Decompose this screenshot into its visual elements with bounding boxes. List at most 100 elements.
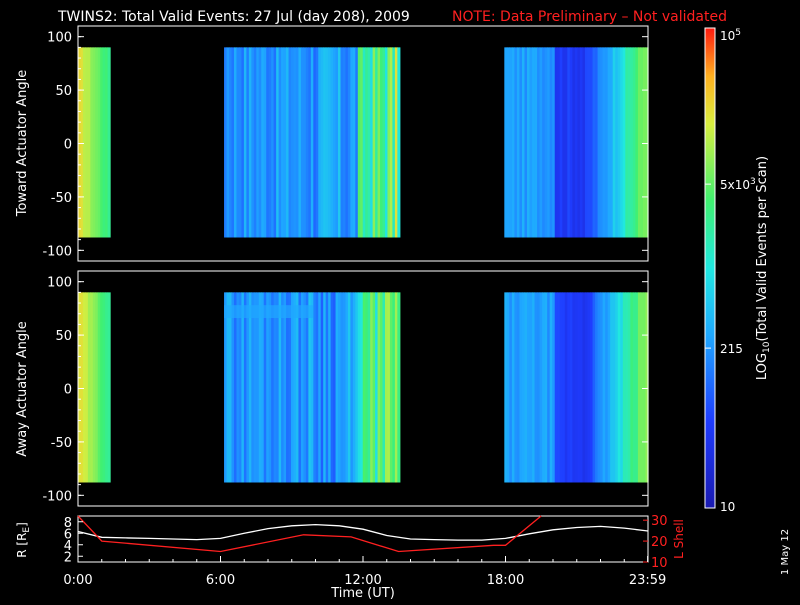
heatmap-column <box>387 292 391 483</box>
heatmap-column <box>253 47 257 238</box>
heatmap-column <box>100 292 104 483</box>
heatmap-column <box>387 47 391 238</box>
heatmap-column <box>615 47 619 238</box>
lshell-series-line <box>77 515 542 553</box>
radius-tick-label: 2 <box>64 550 72 565</box>
heatmap-column <box>276 292 280 483</box>
heatmap-column <box>587 47 591 238</box>
colorbar-label: LOG10(Total Valid Events per Scan) <box>755 156 772 380</box>
colorbar-tick-label: 215 <box>720 342 743 356</box>
heatmap-column <box>330 47 334 238</box>
heatmap-column <box>610 292 614 483</box>
heatmap-column <box>574 292 579 483</box>
heatmap-column <box>300 47 305 238</box>
heatmap-column <box>509 292 513 483</box>
heatmap-column <box>310 47 314 238</box>
heatmap-column <box>582 47 586 238</box>
heatmap-column <box>256 292 260 483</box>
heatmap-column <box>590 292 594 483</box>
heatmap-column <box>276 47 280 238</box>
heatmap-column <box>394 47 398 238</box>
heatmap-column <box>350 47 354 238</box>
heatmap-column <box>248 47 252 238</box>
heatmap-column <box>559 292 563 483</box>
heatmap-column <box>506 47 510 238</box>
heatmap-column <box>539 292 543 483</box>
heatmap-column <box>557 292 561 483</box>
heatmap-column <box>241 47 245 238</box>
heatmap-column <box>392 47 396 238</box>
time-tick-label: 23:59 <box>629 573 666 588</box>
heatmap-column <box>107 292 111 483</box>
heatmap-column <box>357 47 361 238</box>
heatmap-column <box>263 47 267 238</box>
heatmap-column <box>547 47 551 238</box>
heatmap-column <box>549 292 553 483</box>
heatmap-column <box>291 292 295 483</box>
heatmap-column <box>637 47 642 238</box>
heatmap-column <box>632 292 636 483</box>
radius-tick-label: 6 <box>64 527 72 542</box>
heatmap-column <box>305 292 309 483</box>
time-tick-label: 6:00 <box>206 573 235 588</box>
heatmap-column <box>92 47 96 238</box>
heatmap-column <box>569 47 573 238</box>
heatmap-column <box>313 292 317 483</box>
heatmap-column <box>97 47 101 238</box>
heatmap-column <box>597 292 601 483</box>
heatmap-column <box>384 47 389 238</box>
heatmap-column <box>105 292 109 483</box>
heatmap-column <box>519 47 523 238</box>
radius-axis-label: R [RE] <box>15 522 32 558</box>
ytick-label: -50 <box>51 191 72 206</box>
heatmap-column <box>102 292 106 483</box>
heatmap-column <box>333 292 337 483</box>
heatmap-column <box>509 47 513 238</box>
heatmap-column <box>90 292 94 483</box>
heatmap-column <box>534 47 538 238</box>
heatmap-column <box>231 47 235 238</box>
heatmap-column <box>559 47 563 238</box>
heatmap-column <box>584 47 589 238</box>
heatmap-column <box>238 47 243 238</box>
heatmap-column <box>323 292 327 483</box>
chart-title: TWINS2: Total Valid Events: 27 Jul (day … <box>57 9 410 25</box>
heatmap-column <box>283 292 287 483</box>
heatmap-column <box>605 292 609 483</box>
heatmap-column <box>511 47 515 238</box>
heatmap-column <box>340 292 344 483</box>
heatmap-column <box>251 292 255 483</box>
heatmap-column <box>350 292 354 483</box>
heatmap-column <box>241 292 245 483</box>
heatmap-column <box>567 47 571 238</box>
time-axis-label: Time (UT) <box>330 586 395 600</box>
heatmap-column <box>516 47 521 238</box>
heatmap-column <box>335 47 339 238</box>
heatmap-column <box>342 47 347 238</box>
heatmap-column <box>80 47 84 238</box>
ytick-label: 0 <box>64 383 72 398</box>
bottom-heatmap-panel: 100 50 0 -50 -100 Away Actuator Angle <box>15 270 649 507</box>
heatmap-column <box>532 47 536 238</box>
heatmap-column <box>82 47 86 238</box>
heatmap-column <box>519 292 523 483</box>
heatmap-column <box>635 47 639 238</box>
heatmap-column <box>246 47 250 238</box>
heatmap-column <box>367 47 371 238</box>
heatmap-column <box>380 47 384 238</box>
heatmap-column <box>612 47 616 238</box>
heatmap-column <box>397 47 401 238</box>
ytick-label: 50 <box>55 84 72 99</box>
heatmap-column <box>288 47 292 238</box>
side-date-stamp: 1 May 12 <box>780 529 791 575</box>
colorbar-tick-label: 5x103 <box>720 177 756 192</box>
heatmap-column <box>617 292 621 483</box>
heatmap-column <box>377 47 381 238</box>
heatmap-column <box>537 292 541 483</box>
heatmap-column <box>504 47 508 238</box>
heatmap-column <box>630 47 634 238</box>
heatmap-column <box>642 292 647 483</box>
heatmap-column <box>87 292 91 483</box>
